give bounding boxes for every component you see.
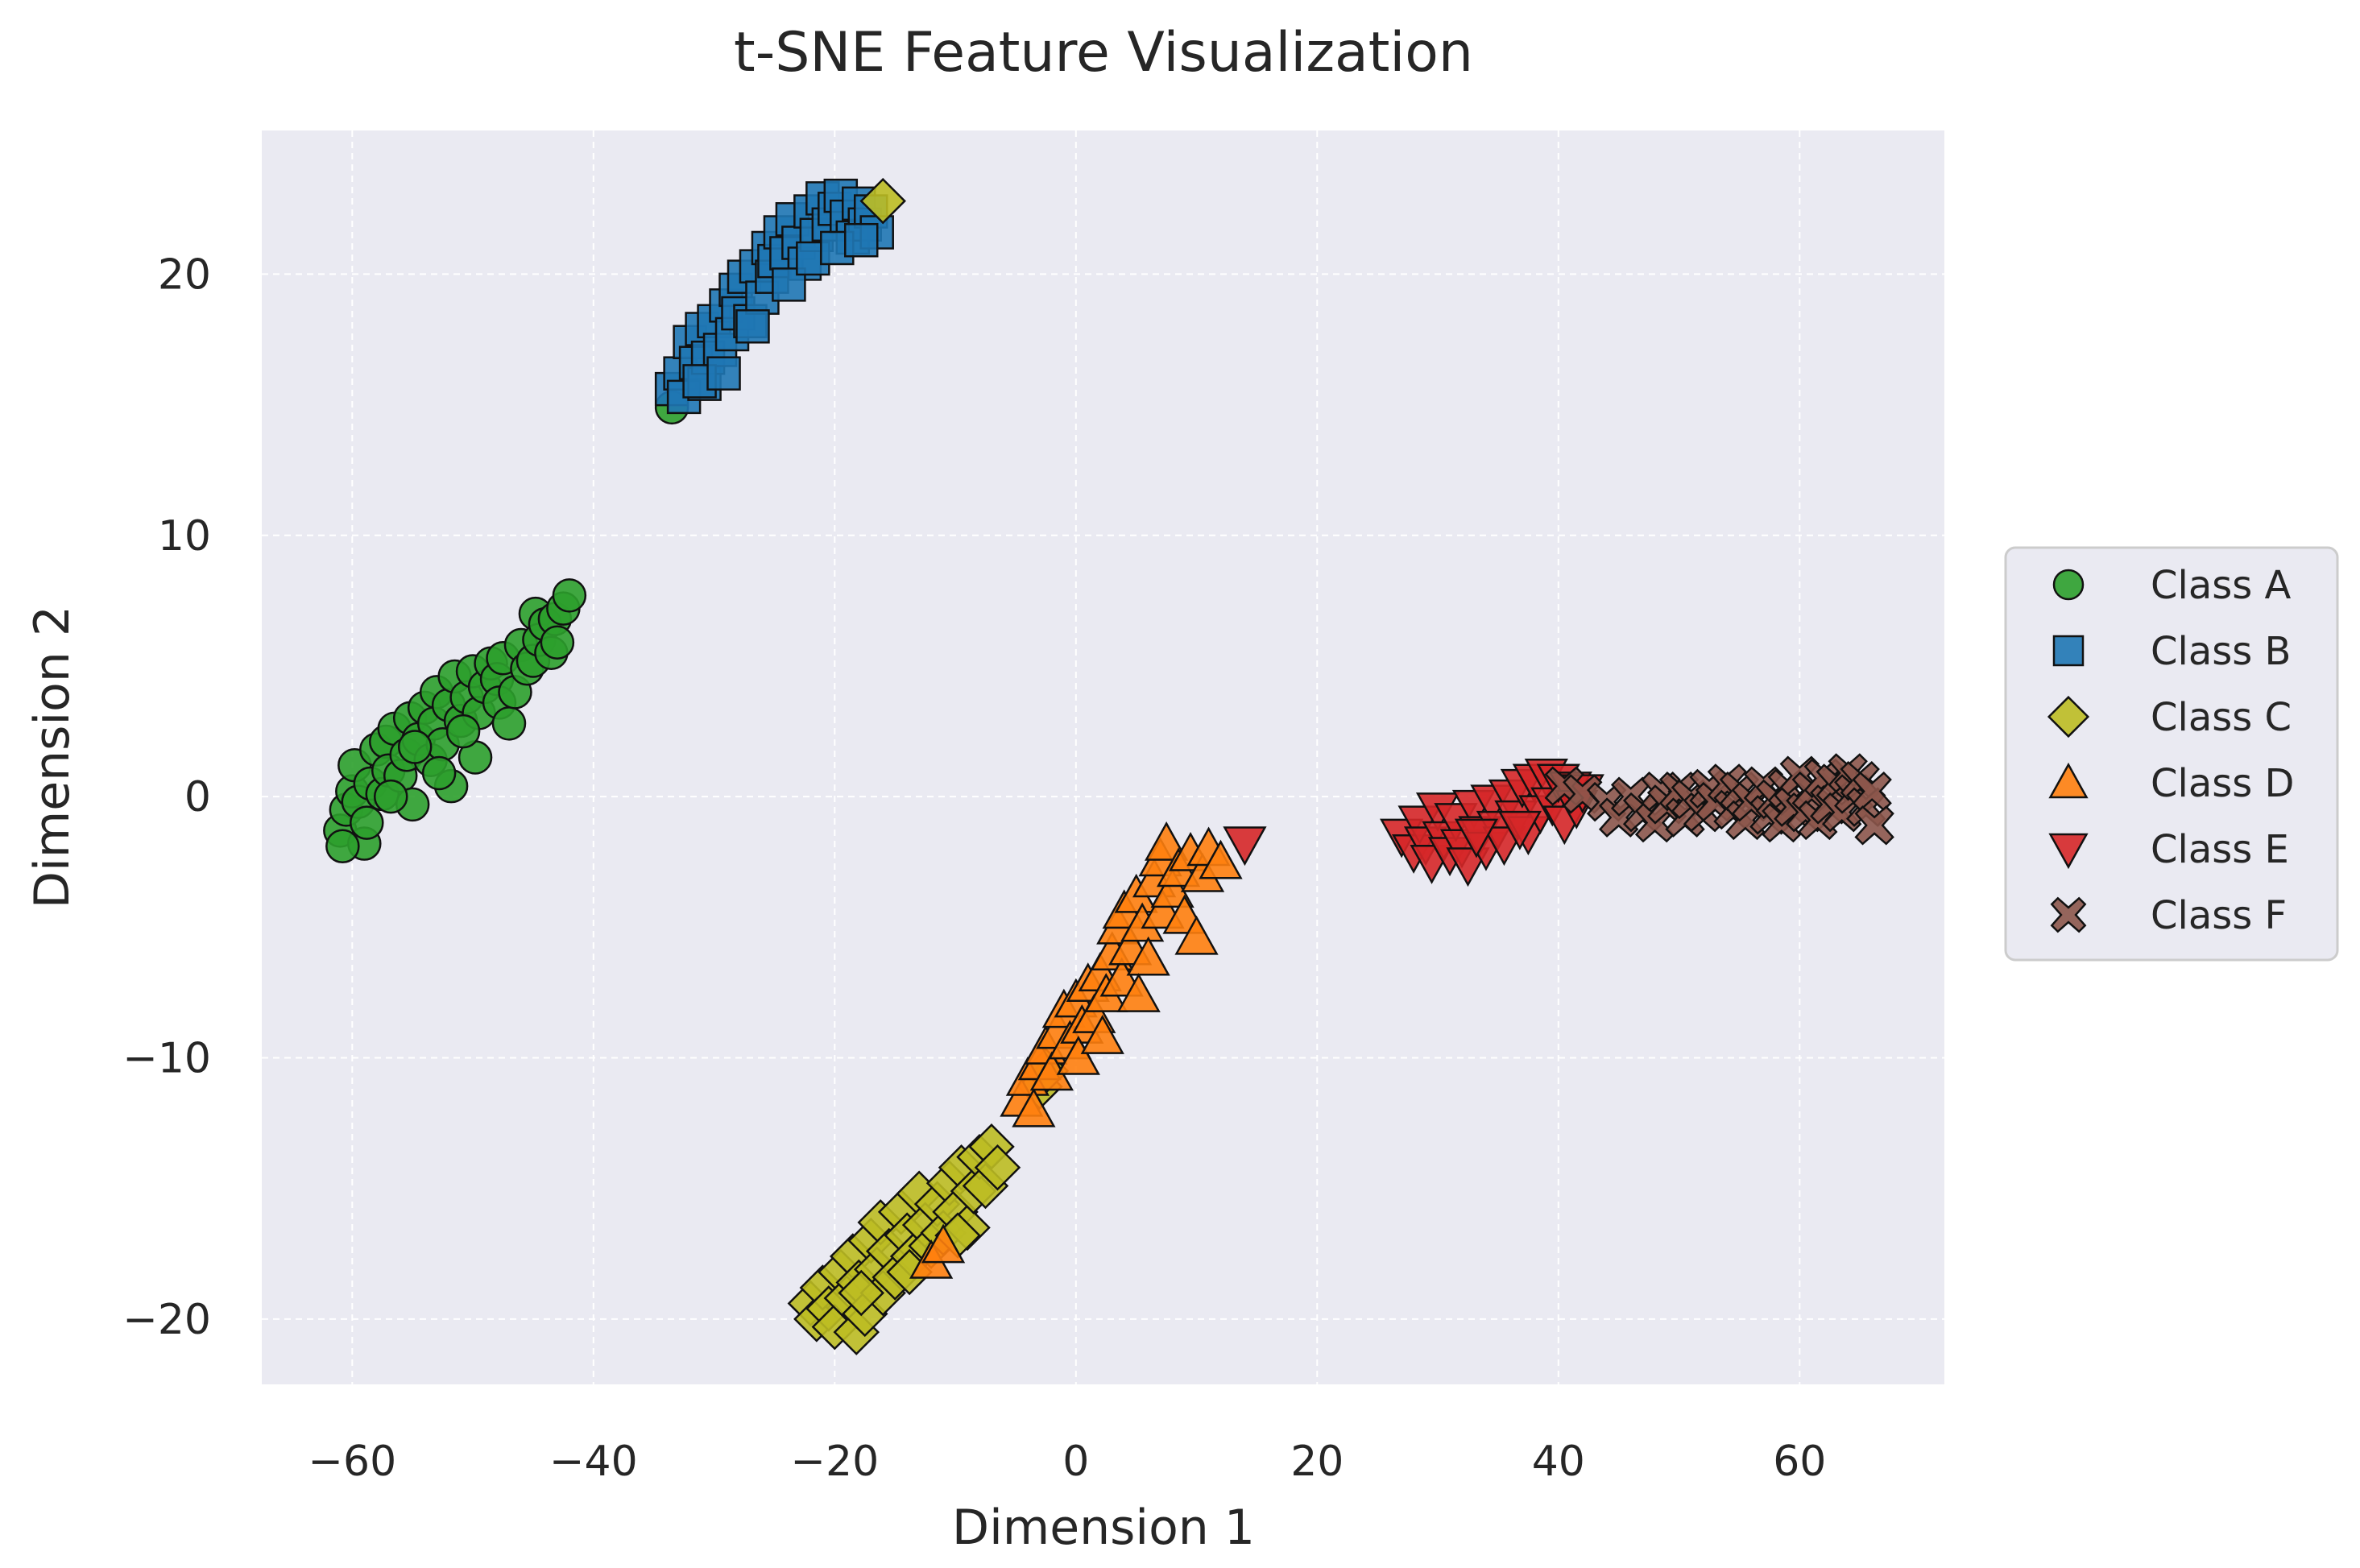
plot-area (262, 130, 1944, 1384)
data-point (445, 714, 481, 749)
data-point (421, 755, 457, 791)
data-point (921, 1223, 966, 1264)
data-point (1454, 818, 1499, 858)
legend-label: Class D (2151, 761, 2295, 806)
data-point (1144, 821, 1189, 861)
series-class-b (654, 178, 894, 415)
legend-label: Class F (2151, 893, 2287, 938)
x-tick-label: 20 (1290, 1438, 1344, 1486)
x-tick-label: −20 (790, 1438, 879, 1486)
x-tick-label: 60 (1773, 1438, 1826, 1486)
data-point (1126, 936, 1170, 976)
legend-item: Class B (2052, 629, 2291, 674)
data-point (1080, 1015, 1124, 1054)
legend-item: Class A (2052, 563, 2292, 608)
data-point (974, 1144, 1021, 1191)
data-point (1056, 1035, 1100, 1075)
legend-label: Class E (2151, 827, 2289, 872)
x-tick-label: 0 (1062, 1438, 1089, 1486)
series-class-d (909, 821, 1243, 1279)
data-point (1199, 839, 1243, 879)
data-point (1497, 810, 1542, 850)
data-point (1446, 847, 1490, 887)
x-tick-label: −40 (549, 1438, 638, 1486)
legend-marker (2048, 833, 2089, 870)
legend-item: Class F (2050, 893, 2287, 938)
series-class-c (787, 177, 1070, 1355)
data-point (491, 706, 527, 741)
data-point (1854, 805, 1894, 846)
data-point (373, 779, 408, 814)
x-tick-label: −60 (308, 1438, 396, 1486)
data-point (1012, 1087, 1056, 1127)
series-class-f (1544, 753, 1894, 846)
data-point (1150, 868, 1194, 908)
data-point (350, 805, 384, 840)
legend-label: Class A (2151, 563, 2292, 608)
x-axis-label: Dimension 1 (952, 1500, 1255, 1556)
legend-marker (2052, 635, 2085, 667)
data-point (844, 222, 879, 258)
data-point (859, 177, 906, 225)
legend-item: Class C (2047, 695, 2292, 740)
data-point (552, 578, 587, 613)
y-tick-label: −20 (122, 1296, 211, 1344)
y-axis-ticks: −20 −10 0 10 20 (122, 250, 211, 1344)
legend-marker (2050, 896, 2087, 933)
legend-label: Class C (2151, 695, 2292, 740)
legend-item: Class D (2048, 761, 2295, 806)
y-tick-label: 10 (158, 512, 211, 561)
data-point (735, 309, 770, 344)
legend-label: Class B (2151, 629, 2291, 674)
data-point (1223, 826, 1267, 867)
x-axis-ticks: −60 −40 −20 0 20 40 60 (308, 1438, 1826, 1486)
legend-items: Class A Class B Class C Class D Class E Class… (2047, 563, 2295, 938)
y-axis-label: Dimension 2 (24, 606, 81, 908)
data-point (397, 730, 433, 764)
data-point (540, 625, 575, 660)
legend-marker (2048, 762, 2089, 799)
legend: Class A Class B Class C Class D Class E Class… (2004, 546, 2339, 962)
chart-title: t-SNE Feature Visualization (734, 21, 1473, 85)
data-point (1174, 915, 1219, 955)
legend-marker (2047, 695, 2090, 738)
y-tick-label: 0 (184, 773, 211, 821)
legend-marker (2052, 569, 2085, 601)
y-tick-label: −10 (122, 1035, 211, 1083)
legend-item: Class E (2048, 827, 2289, 872)
legend-box (2004, 546, 2339, 962)
data-points (323, 177, 1894, 1355)
y-tick-label: 20 (158, 250, 211, 299)
x-tick-label: 40 (1532, 1438, 1585, 1486)
data-point (838, 1269, 885, 1317)
data-point (1116, 973, 1161, 1012)
data-point (706, 356, 741, 391)
data-point (325, 829, 360, 864)
